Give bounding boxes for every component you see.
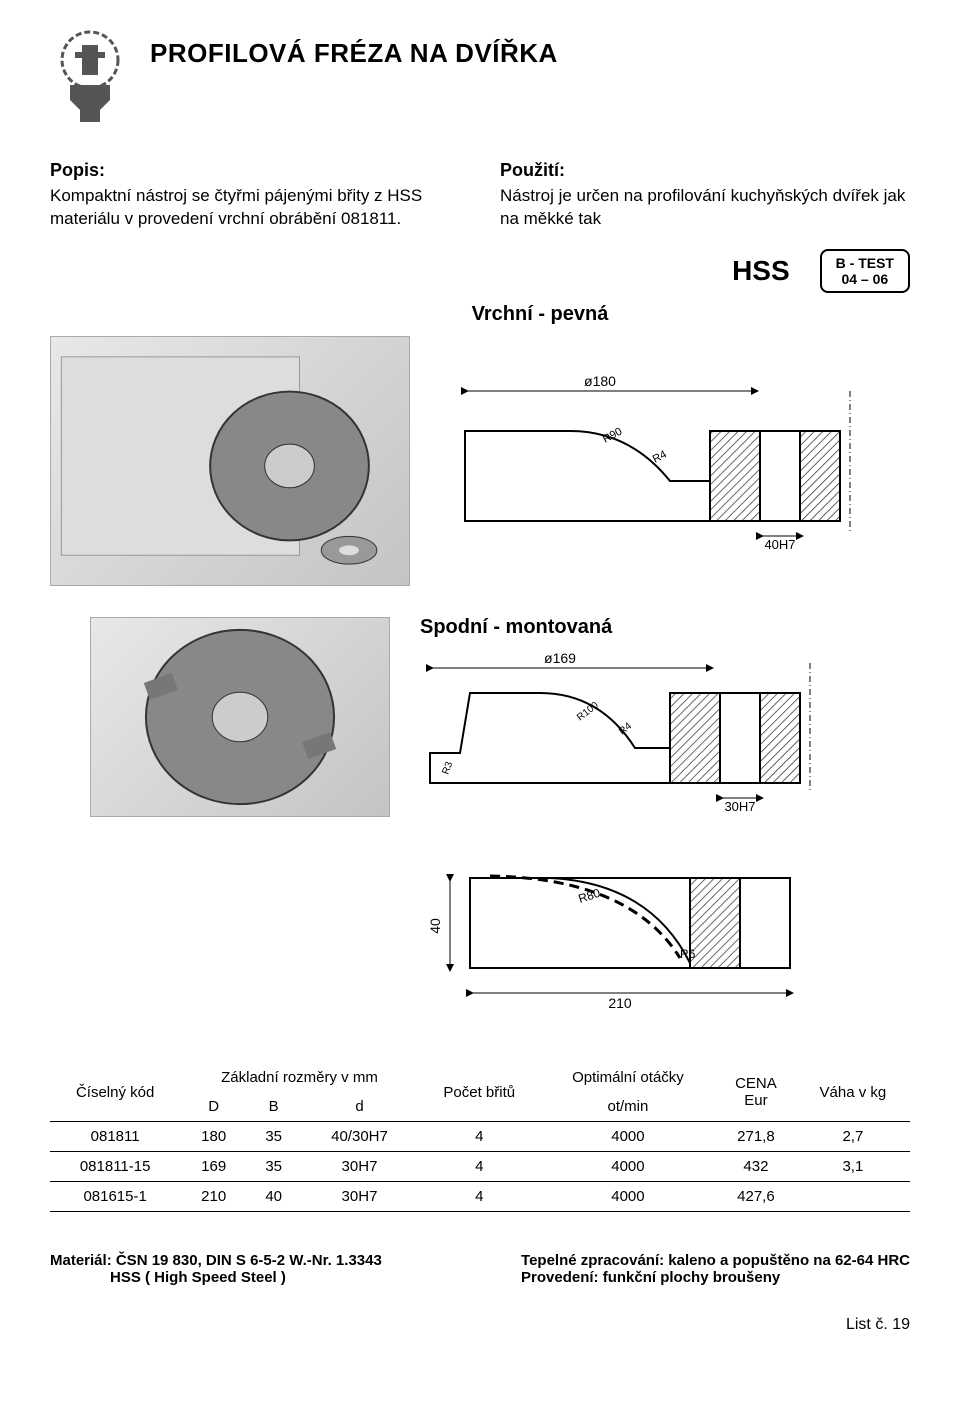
cell-rpm: 4000: [540, 1122, 716, 1152]
th-code: Číselný kód: [50, 1063, 180, 1122]
footer-left: Materiál: ČSN 19 830, DIN S 6-5-2 W.-Nr.…: [50, 1252, 382, 1286]
dim-bore-bot: 30H7: [724, 799, 755, 813]
popis-text: Kompaktní nástroj se čtyřmi pájenými bři…: [50, 185, 460, 231]
bottom-product-photo: [90, 617, 390, 817]
footer: Materiál: ČSN 19 830, DIN S 6-5-2 W.-Nr.…: [50, 1252, 910, 1286]
th-B: B: [247, 1092, 300, 1122]
th-count: Počet břitů: [419, 1063, 540, 1122]
cell-B: 35: [247, 1122, 300, 1152]
badge-line1: B - TEST: [836, 255, 894, 271]
cell-code: 081811: [50, 1122, 180, 1152]
spec-table: Číselný kód Základní rozměry v mm Počet …: [50, 1063, 910, 1212]
cell-D: 210: [180, 1182, 247, 1212]
cell-count: 4: [419, 1152, 540, 1182]
cell-D: 169: [180, 1152, 247, 1182]
pouziti-text: Nástroj je určen na profilování kuchyňsk…: [500, 185, 910, 231]
cell-price: 427,6: [716, 1182, 796, 1212]
dim-bore-top: 40H7: [764, 537, 795, 551]
footer-right: Tepelné zpracování: kaleno a popuštěno n…: [521, 1252, 910, 1286]
cell-d: 30H7: [300, 1152, 418, 1182]
page-title: PROFILOVÁ FRÉZA NA DVÍŘKA: [150, 38, 558, 69]
cell-B: 35: [247, 1152, 300, 1182]
cell-rpm: 4000: [540, 1152, 716, 1182]
dim-h40: 40: [430, 918, 443, 934]
th-rpm-bot: ot/min: [540, 1092, 716, 1122]
pouziti-heading: Použití:: [500, 160, 910, 181]
test-badge: B - TEST 04 – 06: [820, 249, 910, 293]
cell-price: 432: [716, 1152, 796, 1182]
th-dims: Základní rozměry v mm: [180, 1063, 418, 1092]
footer-right-line1: Tepelné zpracování: kaleno a popuštěno n…: [521, 1252, 910, 1269]
cell-d: 30H7: [300, 1182, 418, 1212]
cell-rpm: 4000: [540, 1182, 716, 1212]
detail-diagram: 40 R80 R6 210: [430, 848, 850, 1018]
footer-left-line1: Materiál: ČSN 19 830, DIN S 6-5-2 W.-Nr.…: [50, 1252, 382, 1269]
dim-dia-bot: ø169: [544, 653, 576, 666]
cell-code: 081615-1: [50, 1182, 180, 1212]
cell-B: 40: [247, 1182, 300, 1212]
popis-block: Popis: Kompaktní nástroj se čtyřmi pájen…: [50, 160, 460, 293]
pouziti-block: Použití: Nástroj je určen na profilování…: [500, 160, 910, 293]
cell-weight: [796, 1182, 910, 1212]
top-variant-row: ø180 R90 R4 40H7: [50, 336, 910, 586]
cell-code: 081811-15: [50, 1152, 180, 1182]
top-profile-diagram: ø180 R90 R4 40H7: [430, 371, 910, 551]
hss-label: HSS: [732, 255, 790, 287]
footer-left-line2: HSS ( High Speed Steel ): [110, 1269, 286, 1286]
dim-w210: 210: [608, 995, 632, 1011]
badge-line2: 04 – 06: [836, 271, 894, 287]
th-weight: Váha v kg: [796, 1063, 910, 1122]
th-d: d: [300, 1092, 418, 1122]
cell-weight: 2,7: [796, 1122, 910, 1152]
variant-bottom-label: Spodní - montovaná: [420, 616, 910, 639]
cell-price: 271,8: [716, 1122, 796, 1152]
th-price: CENA Eur: [716, 1063, 796, 1122]
table-row: 081811-151693530H7440004323,1: [50, 1152, 910, 1182]
page-number: List č. 19: [50, 1316, 910, 1334]
cell-weight: 3,1: [796, 1152, 910, 1182]
cell-D: 180: [180, 1122, 247, 1152]
dim-dia-top: ø180: [584, 373, 616, 389]
th-rpm-top: Optimální otáčky: [540, 1063, 716, 1092]
top-product-photo: [50, 336, 410, 586]
table-row: 0818111803540/30H744000271,82,7: [50, 1122, 910, 1152]
company-logo-icon: [50, 30, 130, 130]
cell-count: 4: [419, 1182, 540, 1212]
variant-top-label: Vrchní - pevná: [170, 303, 910, 326]
th-D: D: [180, 1092, 247, 1122]
popis-heading: Popis:: [50, 160, 460, 181]
footer-right-line2: Provedení: funkční plochy broušeny: [521, 1269, 780, 1286]
bottom-variant-row: Spodní - montovaná ø169 R3 R100 R4 30H7: [50, 616, 910, 818]
description-row: Popis: Kompaktní nástroj se čtyřmi pájen…: [50, 160, 910, 293]
header: PROFILOVÁ FRÉZA NA DVÍŘKA: [50, 30, 910, 130]
cell-count: 4: [419, 1122, 540, 1152]
table-row: 081615-12104030H744000427,6: [50, 1182, 910, 1212]
bottom-profile-diagram: ø169 R3 R100 R4 30H7: [410, 653, 850, 813]
cell-d: 40/30H7: [300, 1122, 418, 1152]
